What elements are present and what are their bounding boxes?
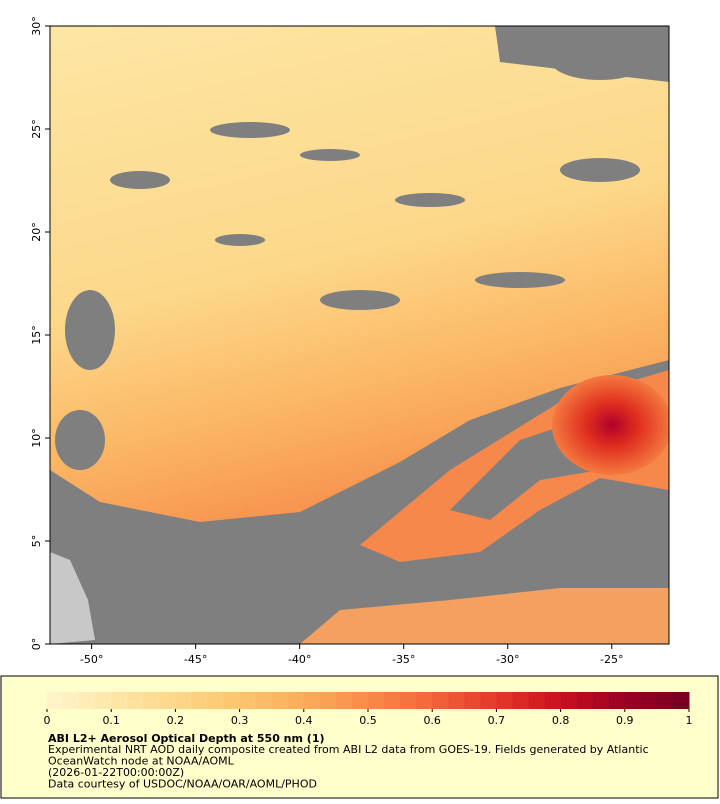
colorbar-tick-label: 1 bbox=[686, 714, 693, 727]
colorbar-cell bbox=[159, 692, 176, 709]
colorbar-cell bbox=[319, 692, 337, 709]
colorbar-cell bbox=[384, 692, 401, 709]
colorbar-cell bbox=[303, 692, 321, 709]
colorbar-tick-label: 0 bbox=[44, 714, 51, 727]
colorbar-cell bbox=[191, 692, 208, 709]
colorbar-tick-label: 0.5 bbox=[359, 714, 377, 727]
colorbar-cell bbox=[207, 692, 225, 709]
colorbar-tick-label: 0.1 bbox=[102, 714, 120, 727]
legend-title: ABI L2+ Aerosol Optical Depth at 550 nm … bbox=[48, 732, 325, 745]
y-tick-label: 10° bbox=[30, 428, 43, 448]
y-tick-label: 25° bbox=[30, 119, 43, 139]
colorbar-cell bbox=[239, 692, 257, 709]
colorbar-cell bbox=[464, 692, 481, 709]
legend-line: Data courtesy of USDOC/NOAA/OAR/AOML/PHO… bbox=[48, 778, 317, 791]
colorbar-cell bbox=[63, 692, 80, 709]
colorbar-tick-label: 0.3 bbox=[231, 714, 249, 727]
colorbar-cell bbox=[351, 692, 369, 709]
colorbar-cell bbox=[127, 692, 144, 709]
colorbar-cell bbox=[496, 692, 513, 709]
map-field bbox=[50, 26, 669, 644]
colorbar-cell bbox=[368, 692, 385, 709]
colorbar-cell bbox=[47, 692, 64, 709]
colorbar-cell bbox=[223, 692, 241, 709]
colorbar-cell bbox=[111, 692, 128, 709]
colorbar-cell bbox=[624, 692, 642, 709]
colorbar-cell bbox=[335, 692, 353, 709]
colorbar-cell bbox=[400, 692, 417, 709]
x-tick-label: -35° bbox=[392, 653, 415, 666]
x-tick-label: -40° bbox=[288, 653, 311, 666]
y-tick-label: 5° bbox=[30, 535, 43, 548]
colorbar-cell bbox=[592, 692, 610, 709]
colorbar-cell bbox=[656, 692, 674, 709]
colorbar-cell bbox=[255, 692, 273, 709]
colorbar-tick-label: 0.9 bbox=[616, 714, 634, 727]
x-tick-label: -50° bbox=[80, 653, 103, 666]
colorbar-cell bbox=[448, 692, 465, 709]
legend-line: (2026-01-22T00:00:00Z) bbox=[48, 766, 184, 779]
y-tick-label: 20° bbox=[30, 222, 43, 242]
colorbar-cell bbox=[480, 692, 497, 709]
colorbar-cell bbox=[672, 692, 690, 709]
colorbar-cell bbox=[576, 692, 594, 709]
y-tick-label: 15° bbox=[30, 325, 43, 345]
colorbar-cell bbox=[608, 692, 626, 709]
colorbar-cell bbox=[175, 692, 192, 709]
x-tick-label: -25° bbox=[600, 653, 623, 666]
x-tick-label: -30° bbox=[496, 653, 519, 666]
colorbar-cell bbox=[432, 692, 449, 709]
legend-line: Experimental NRT AOD daily composite cre… bbox=[48, 743, 649, 756]
colorbar-cell bbox=[528, 692, 546, 709]
colorbar-cell bbox=[79, 692, 96, 709]
colorbar-tick-label: 0.2 bbox=[167, 714, 185, 727]
colorbar-tick-label: 0.6 bbox=[423, 714, 441, 727]
colorbar-cell bbox=[560, 692, 578, 709]
colorbar-tick-label: 0.7 bbox=[488, 714, 506, 727]
colorbar-tick-label: 0.8 bbox=[552, 714, 570, 727]
colorbar-cell bbox=[512, 692, 529, 709]
colorbar-cell bbox=[95, 692, 112, 709]
y-tick-label: 0° bbox=[30, 638, 43, 651]
x-tick-label: -45° bbox=[184, 653, 207, 666]
colorbar-cell bbox=[271, 692, 289, 709]
legend-line: OceanWatch node at NOAA/AOML bbox=[48, 755, 235, 768]
colorbar-cell bbox=[416, 692, 433, 709]
y-tick-label: 30° bbox=[30, 16, 43, 36]
colorbar-cell bbox=[544, 692, 562, 709]
colorbar-cell bbox=[287, 692, 305, 709]
colorbar-cell bbox=[143, 692, 160, 709]
colorbar-tick-label: 0.4 bbox=[295, 714, 313, 727]
colorbar-cell bbox=[640, 692, 658, 709]
